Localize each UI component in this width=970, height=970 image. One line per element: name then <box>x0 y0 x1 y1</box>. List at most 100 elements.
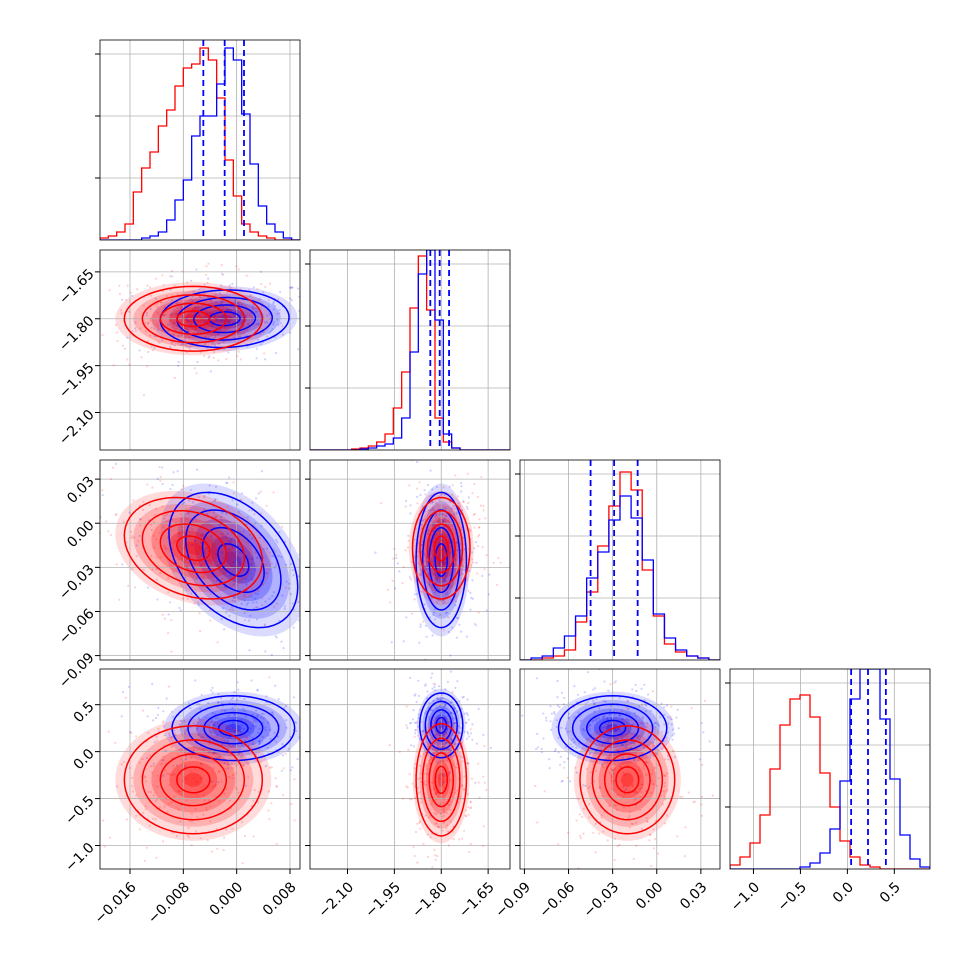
scatter-point <box>146 284 149 287</box>
scatter-point <box>652 783 655 786</box>
scatter-point <box>234 786 237 789</box>
scatter-point <box>231 545 234 548</box>
scatter-point <box>267 299 270 302</box>
scatter-point <box>230 538 233 541</box>
scatter-point <box>115 513 118 516</box>
scatter-point <box>429 836 432 839</box>
scatter-point <box>556 704 560 707</box>
panel-1-0-red-contours <box>123 285 264 352</box>
scatter-point <box>424 567 427 570</box>
scatter-point <box>169 487 172 491</box>
scatter-point <box>324 810 326 812</box>
scatter-point <box>446 824 449 827</box>
scatter-point <box>260 716 263 719</box>
scatter-point <box>276 541 279 544</box>
scatter-point <box>120 763 123 766</box>
scatter-point <box>588 753 592 756</box>
red-density-level-1 <box>133 504 254 593</box>
scatter-point <box>243 332 246 335</box>
scatter-point <box>207 262 210 265</box>
scatter-point <box>168 734 171 737</box>
scatter-point <box>218 299 221 302</box>
scatter-point <box>654 752 657 755</box>
scatter-point <box>233 596 236 599</box>
scatter-point <box>609 771 612 774</box>
scatter-point <box>146 715 149 718</box>
scatter-point <box>554 748 557 751</box>
scatter-point <box>442 548 445 551</box>
scatter-point <box>477 707 480 711</box>
scatter-point <box>198 288 201 291</box>
scatter-point <box>461 696 464 699</box>
scatter-point <box>623 806 626 809</box>
scatter-point <box>435 822 438 825</box>
scatter-point <box>290 802 293 806</box>
scatter-point <box>260 712 263 715</box>
scatter-point <box>441 746 444 749</box>
scatter-point <box>289 593 293 596</box>
scatter-point <box>663 723 666 726</box>
scatter-point <box>228 775 231 779</box>
scatter-point <box>243 599 246 602</box>
red-contour-0 <box>176 310 211 328</box>
scatter-point <box>436 791 439 795</box>
scatter-point <box>413 785 416 788</box>
scatter-point <box>248 649 251 652</box>
scatter-point <box>189 707 192 710</box>
scatter-point <box>455 545 458 548</box>
scatter-point <box>182 317 186 320</box>
scatter-point <box>217 717 220 720</box>
blue-contour-0 <box>598 719 627 737</box>
scatter-point <box>206 723 209 726</box>
scatter-point <box>460 525 463 529</box>
scatter-point <box>248 619 251 622</box>
scatter-point <box>651 769 654 772</box>
scatter-point <box>650 791 653 795</box>
scatter-point <box>477 762 480 765</box>
scatter-point <box>203 784 206 787</box>
scatter-point <box>192 307 195 310</box>
scatter-point <box>202 532 205 535</box>
red-contour-3 <box>123 725 264 835</box>
scatter-point <box>177 364 180 367</box>
scatter-point <box>460 707 463 711</box>
scatter-point <box>671 738 674 741</box>
scatter-point <box>451 493 454 496</box>
scatter-point <box>183 576 187 579</box>
scatter-point <box>425 765 428 768</box>
scatter-point <box>317 634 319 636</box>
scatter-point <box>270 766 273 769</box>
scatter-point <box>201 563 204 566</box>
scatter-point <box>461 785 464 788</box>
scatter-point <box>454 600 457 603</box>
scatter-point <box>151 349 154 352</box>
scatter-point <box>467 501 470 505</box>
scatter-point <box>199 707 202 711</box>
scatter-point <box>639 775 642 778</box>
scatter-point <box>212 751 215 754</box>
scatter-point <box>269 317 272 320</box>
scatter-point <box>390 641 393 644</box>
scatter-point <box>430 596 433 599</box>
scatter-point <box>186 512 189 515</box>
scatter-point <box>417 550 420 553</box>
scatter-point <box>172 325 175 328</box>
scatter-point <box>185 345 188 348</box>
scatter-point <box>588 802 591 806</box>
scatter-point <box>120 715 123 718</box>
scatter-point <box>197 734 200 737</box>
scatter-point <box>179 532 182 535</box>
scatter-point <box>172 570 175 573</box>
scatter-point <box>237 301 240 304</box>
scatter-point <box>271 328 274 331</box>
scatter-point <box>418 697 420 699</box>
scatter-point <box>425 763 428 766</box>
scatter-point <box>162 720 165 723</box>
scatter-point <box>438 525 441 528</box>
scatter-point <box>642 764 645 767</box>
scatter-point <box>138 761 141 764</box>
scatter-point <box>207 560 210 563</box>
scatter-point <box>251 306 255 309</box>
scatter-point <box>415 728 418 732</box>
scatter-point <box>281 525 284 528</box>
